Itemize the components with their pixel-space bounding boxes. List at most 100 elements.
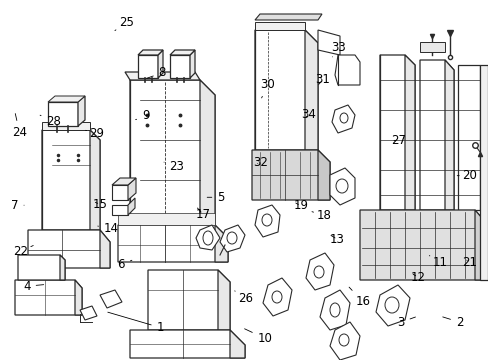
Polygon shape (128, 198, 135, 215)
Text: 15: 15 (93, 198, 107, 211)
Polygon shape (170, 50, 195, 55)
Polygon shape (42, 122, 90, 130)
Polygon shape (190, 50, 195, 78)
Polygon shape (112, 205, 128, 215)
Text: 13: 13 (329, 233, 344, 246)
Text: 5: 5 (207, 191, 224, 204)
Text: 20: 20 (456, 169, 476, 182)
Ellipse shape (335, 179, 347, 193)
Text: 25: 25 (115, 16, 133, 31)
Polygon shape (138, 55, 158, 78)
Polygon shape (78, 96, 85, 126)
Polygon shape (130, 80, 215, 225)
Ellipse shape (338, 334, 348, 346)
Text: 24: 24 (12, 114, 27, 139)
Polygon shape (28, 230, 110, 268)
Polygon shape (375, 285, 409, 326)
Polygon shape (254, 14, 321, 20)
Text: 3: 3 (396, 316, 415, 329)
Text: 23: 23 (163, 160, 184, 173)
Text: 16: 16 (348, 287, 369, 308)
Polygon shape (254, 30, 317, 150)
Text: 10: 10 (244, 329, 272, 345)
Polygon shape (48, 102, 78, 126)
Ellipse shape (339, 113, 347, 123)
Polygon shape (457, 65, 479, 210)
Text: 7: 7 (11, 199, 24, 212)
Polygon shape (329, 168, 354, 205)
Polygon shape (254, 205, 280, 237)
Polygon shape (331, 105, 354, 133)
Text: 17: 17 (195, 208, 210, 221)
Polygon shape (100, 230, 110, 268)
Text: 33: 33 (330, 41, 345, 57)
Polygon shape (90, 130, 100, 230)
Polygon shape (329, 322, 359, 360)
Polygon shape (15, 280, 82, 315)
Polygon shape (48, 96, 85, 102)
Polygon shape (254, 22, 305, 30)
Text: 4: 4 (23, 280, 43, 293)
Polygon shape (419, 42, 444, 52)
Polygon shape (42, 130, 100, 230)
Polygon shape (479, 65, 487, 280)
Text: 12: 12 (410, 271, 425, 284)
Polygon shape (419, 60, 453, 210)
Text: 2: 2 (442, 316, 463, 329)
Polygon shape (18, 255, 65, 280)
Text: 34: 34 (301, 108, 316, 121)
Text: 1: 1 (107, 312, 164, 334)
Polygon shape (474, 210, 487, 280)
Polygon shape (75, 280, 82, 315)
Polygon shape (317, 30, 339, 55)
Ellipse shape (262, 214, 271, 226)
Text: 29: 29 (85, 127, 104, 140)
Polygon shape (359, 210, 487, 280)
Text: 28: 28 (40, 115, 61, 128)
Polygon shape (60, 255, 65, 280)
Text: 18: 18 (311, 209, 330, 222)
Ellipse shape (203, 231, 213, 245)
Text: 27: 27 (390, 134, 405, 147)
Text: 19: 19 (293, 199, 307, 212)
Polygon shape (112, 178, 136, 185)
Text: 26: 26 (234, 291, 252, 305)
Polygon shape (317, 150, 329, 200)
Text: 32: 32 (252, 156, 267, 168)
Ellipse shape (384, 297, 398, 313)
Polygon shape (138, 50, 163, 55)
Polygon shape (80, 306, 97, 320)
Polygon shape (148, 270, 229, 330)
Text: 14: 14 (98, 222, 119, 235)
Polygon shape (128, 178, 136, 200)
Polygon shape (251, 150, 329, 200)
Ellipse shape (313, 266, 324, 278)
Text: 11: 11 (428, 256, 447, 269)
Polygon shape (200, 80, 215, 225)
Polygon shape (319, 290, 349, 330)
Polygon shape (444, 60, 453, 210)
Polygon shape (305, 30, 317, 150)
Polygon shape (118, 225, 227, 262)
Text: 21: 21 (461, 256, 476, 269)
Ellipse shape (329, 303, 339, 317)
Polygon shape (196, 225, 220, 250)
Polygon shape (404, 55, 414, 210)
Ellipse shape (226, 232, 237, 244)
Polygon shape (220, 225, 244, 252)
Polygon shape (229, 330, 244, 358)
Polygon shape (118, 213, 215, 225)
Polygon shape (170, 55, 190, 78)
Text: 22: 22 (13, 245, 33, 258)
Polygon shape (334, 55, 359, 85)
Ellipse shape (271, 291, 282, 303)
Text: 9: 9 (135, 109, 149, 122)
Polygon shape (379, 55, 414, 210)
Text: 8: 8 (146, 66, 166, 79)
Polygon shape (112, 185, 128, 200)
Polygon shape (305, 253, 333, 290)
Text: 6: 6 (117, 258, 132, 271)
Polygon shape (215, 225, 227, 262)
Text: 31: 31 (315, 73, 329, 86)
Text: 30: 30 (260, 78, 275, 98)
